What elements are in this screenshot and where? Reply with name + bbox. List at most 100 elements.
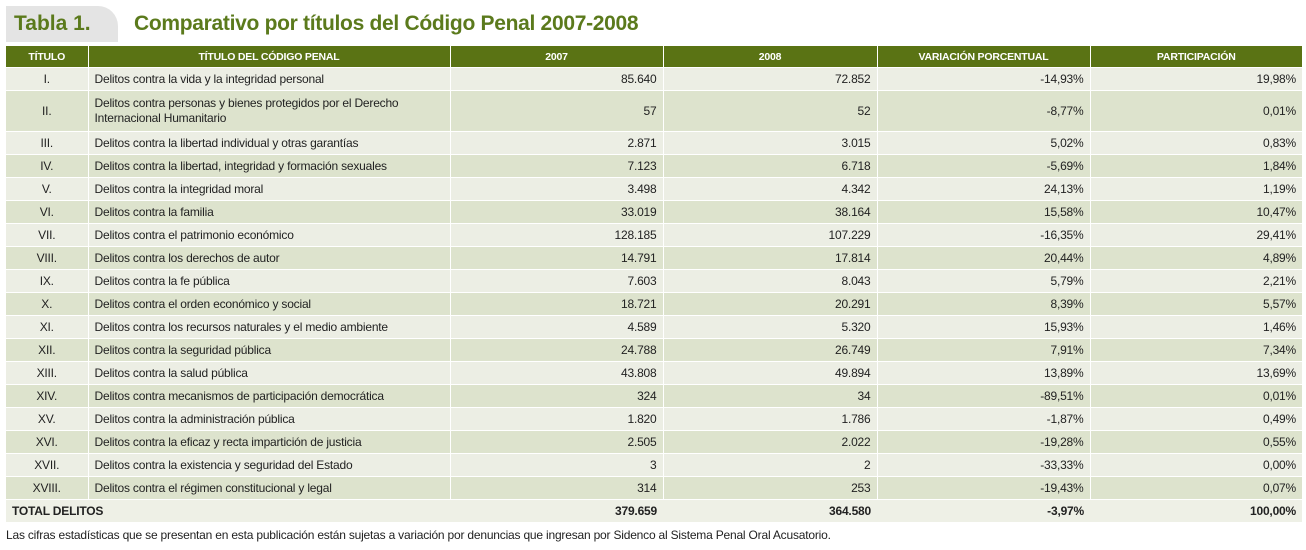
col-variacion-cell: 15,93% — [876, 315, 1090, 339]
col-variacion-cell: -16,35% — [876, 223, 1090, 247]
table-row: XIII. Delitos contra la salud pública 43.8… — [6, 361, 1302, 385]
data-table: TÍTULO TÍTULO DEL CÓDIGO PENAL 2007 2008 VAR… — [6, 46, 1302, 522]
col-2008-cell: 4.342 — [662, 177, 877, 201]
total-label: TOTAL DELITOS — [6, 499, 450, 522]
col-2008-cell: 3.015 — [662, 131, 877, 155]
table-row: II. Delitos contra personas y bienes prot… — [6, 90, 1302, 132]
col-2007-cell: 24.788 — [449, 338, 663, 362]
col-variacion-cell: 20,44% — [876, 246, 1090, 270]
col-2008-cell: 253 — [662, 476, 877, 500]
col-titulo-codigo-cell: Delitos contra mecanismos de participaci… — [87, 384, 450, 408]
col-participacion-cell: 0,00% — [1089, 453, 1302, 477]
col-participacion-cell: 0,83% — [1089, 131, 1302, 155]
col-titulo-codigo-cell: Delitos contra la eficaz y recta imparti… — [87, 430, 450, 454]
col-titulo-codigo-cell: Delitos contra la fe pública — [87, 269, 450, 293]
table-row: IX. Delitos contra la fe pública 7.603 8.04… — [6, 269, 1302, 293]
col-participacion-cell: 0,01% — [1089, 384, 1302, 408]
col-titulo-codigo-header: TÍTULO DEL CÓDIGO PENAL — [87, 46, 450, 68]
col-2007-cell: 7.603 — [449, 269, 663, 293]
table-label-tab: Tabla 1. — [6, 6, 118, 42]
col-variacion-cell: -19,28% — [876, 430, 1090, 454]
col-2008-cell: 5.320 — [662, 315, 877, 339]
total-2008: 364.580 — [663, 499, 877, 522]
col-variacion-cell: -19,43% — [876, 476, 1090, 500]
col-titulo-codigo-cell: Delitos contra la seguridad pública — [87, 338, 450, 362]
col-2007-cell: 2.871 — [449, 131, 663, 155]
col-participacion-cell: 1,84% — [1089, 154, 1302, 178]
col-2007-cell: 4.589 — [449, 315, 663, 339]
col-participacion-cell: 1,46% — [1089, 315, 1302, 339]
col-variacion-cell: 5,79% — [876, 269, 1090, 293]
col-2008-cell: 72.852 — [662, 67, 877, 91]
col-titulo-codigo-cell: Delitos contra la libertad, integridad y… — [87, 154, 450, 178]
col-2007-cell: 18.721 — [449, 292, 663, 316]
col-variacion-cell: 15,58% — [876, 200, 1090, 224]
col-titulo-codigo-cell: Delitos contra el régimen constitucional… — [87, 476, 450, 500]
col-titulo-header: TÍTULO — [6, 46, 88, 68]
col-titulo-codigo-cell: Delitos contra la salud pública — [87, 361, 450, 385]
total-2007: 379.659 — [450, 499, 663, 522]
page-title: Comparativo por títulos del Código Penal… — [134, 12, 639, 35]
col-2007-cell: 33.019 — [449, 200, 663, 224]
col-participacion-cell: 0,01% — [1089, 90, 1302, 132]
col-participacion-cell: 29,41% — [1089, 223, 1302, 247]
col-titulo-cell: II. — [6, 90, 88, 132]
col-variacion-cell: -89,51% — [876, 384, 1090, 408]
col-titulo-cell: VIII. — [6, 246, 88, 270]
table-row: VI. Delitos contra la familia 33.019 38.164… — [6, 200, 1302, 224]
col-titulo-cell: XVIII. — [6, 476, 88, 500]
col-2007-cell: 57 — [449, 90, 663, 132]
col-variacion-cell: -1,87% — [876, 407, 1090, 431]
col-titulo-codigo-cell: Delitos contra la administración pública — [87, 407, 450, 431]
table-row: IV. Delitos contra la libertad, integrida… — [6, 154, 1302, 178]
table-row: XI. Delitos contra los recursos naturales… — [6, 315, 1302, 339]
col-variacion-header: VARIACIÓN PORCENTUAL — [876, 46, 1090, 68]
col-2008-cell: 8.043 — [662, 269, 877, 293]
col-2008-cell: 1.786 — [662, 407, 877, 431]
table-row: VIII. Delitos contra los derechos de auto… — [6, 246, 1302, 270]
table-row: XVII. Delitos contra la existencia y segu… — [6, 453, 1302, 477]
col-titulo-cell: IV. — [6, 154, 88, 178]
col-titulo-cell: VII. — [6, 223, 88, 247]
col-participacion-cell: 5,57% — [1089, 292, 1302, 316]
col-titulo-cell: XVI. — [6, 430, 88, 454]
table-row: XIV. Delitos contra mecanismos de partici… — [6, 384, 1302, 408]
col-titulo-codigo-cell: Delitos contra la integridad moral — [87, 177, 450, 201]
col-2008-cell: 107.229 — [662, 223, 877, 247]
col-2008-cell: 2 — [662, 453, 877, 477]
col-participacion-cell: 0,07% — [1089, 476, 1302, 500]
col-titulo-codigo-cell: Delitos contra los recursos naturales y … — [87, 315, 450, 339]
col-titulo-codigo-cell: Delitos contra la vida y la integridad p… — [87, 67, 450, 91]
table-header: TÍTULO TÍTULO DEL CÓDIGO PENAL 2007 2008 VAR… — [6, 46, 1302, 68]
table-row: I. Delitos contra la vida y la integridad… — [6, 67, 1302, 91]
col-participacion-cell: 7,34% — [1089, 338, 1302, 362]
col-titulo-codigo-cell: Delitos contra personas y bienes protegi… — [87, 90, 450, 132]
col-2008-cell: 49.894 — [662, 361, 877, 385]
table-row: XII. Delitos contra la seguridad pública 2… — [6, 338, 1302, 362]
col-2008-cell: 2.022 — [662, 430, 877, 454]
col-titulo-cell: VI. — [6, 200, 88, 224]
col-variacion-cell: 13,89% — [876, 361, 1090, 385]
col-2007-header: 2007 — [449, 46, 663, 68]
col-2008-cell: 52 — [662, 90, 877, 132]
col-titulo-codigo-cell: Delitos contra el orden económico y soci… — [87, 292, 450, 316]
col-participacion-cell: 13,69% — [1089, 361, 1302, 385]
col-variacion-cell: -33,33% — [876, 453, 1090, 477]
col-2007-cell: 128.185 — [449, 223, 663, 247]
col-titulo-cell: V. — [6, 177, 88, 201]
table-row: XVI. Delitos contra la eficaz y recta imp… — [6, 430, 1302, 454]
col-variacion-cell: 5,02% — [876, 131, 1090, 155]
col-2007-cell: 3 — [449, 453, 663, 477]
col-titulo-cell: X. — [6, 292, 88, 316]
col-participacion-header: PARTICIPACIÓN — [1089, 46, 1302, 68]
col-participacion-cell: 2,21% — [1089, 269, 1302, 293]
col-participacion-cell: 0,55% — [1089, 430, 1302, 454]
col-titulo-codigo-cell: Delitos contra los derechos de autor — [87, 246, 450, 270]
col-titulo-cell: XIV. — [6, 384, 88, 408]
table-row: XVIII. Delitos contra el régimen constitu… — [6, 476, 1302, 500]
col-titulo-cell: XIII. — [6, 361, 88, 385]
col-titulo-codigo-cell: Delitos contra la familia — [87, 200, 450, 224]
title-bar: Tabla 1. Comparativo por títulos del Cód… — [0, 6, 1306, 42]
col-titulo-codigo-cell: Delitos contra la libertad individual y … — [87, 131, 450, 155]
col-2008-cell: 26.749 — [662, 338, 877, 362]
